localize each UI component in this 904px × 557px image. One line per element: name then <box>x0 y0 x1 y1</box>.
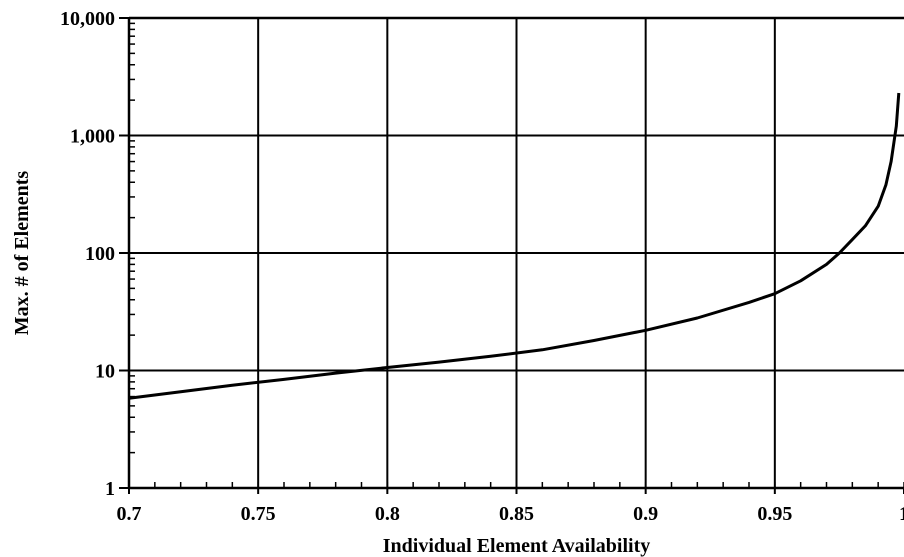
series-line <box>128 92 901 400</box>
y-tick-label: 100 <box>85 243 115 265</box>
x-tick-label: 0.7 <box>117 503 142 525</box>
x-tick-label: 0.9 <box>633 503 658 525</box>
x-axis-title: Individual Element Availability <box>383 535 650 557</box>
series <box>128 92 901 400</box>
x-tick-label: 1 <box>899 503 904 525</box>
axes <box>119 16 904 494</box>
y-tick-label: 10,000 <box>60 8 115 30</box>
y-tick-label: 10 <box>95 361 115 383</box>
y-axis-title: Max. # of Elements <box>11 171 33 336</box>
grid <box>129 17 904 488</box>
x-tick-label: 0.95 <box>757 503 792 525</box>
x-tick-label: 0.75 <box>241 503 276 525</box>
x-tick-label: 0.85 <box>499 503 534 525</box>
y-tick-label: 1 <box>105 478 115 500</box>
tick-labels: 0.7 0.75 0.8 0.85 0.9 0.95 1 1 10 100 1,000 10,000 <box>60 8 904 525</box>
x-tick-label: 0.8 <box>375 503 400 525</box>
y-tick-label: 1,000 <box>70 126 115 148</box>
